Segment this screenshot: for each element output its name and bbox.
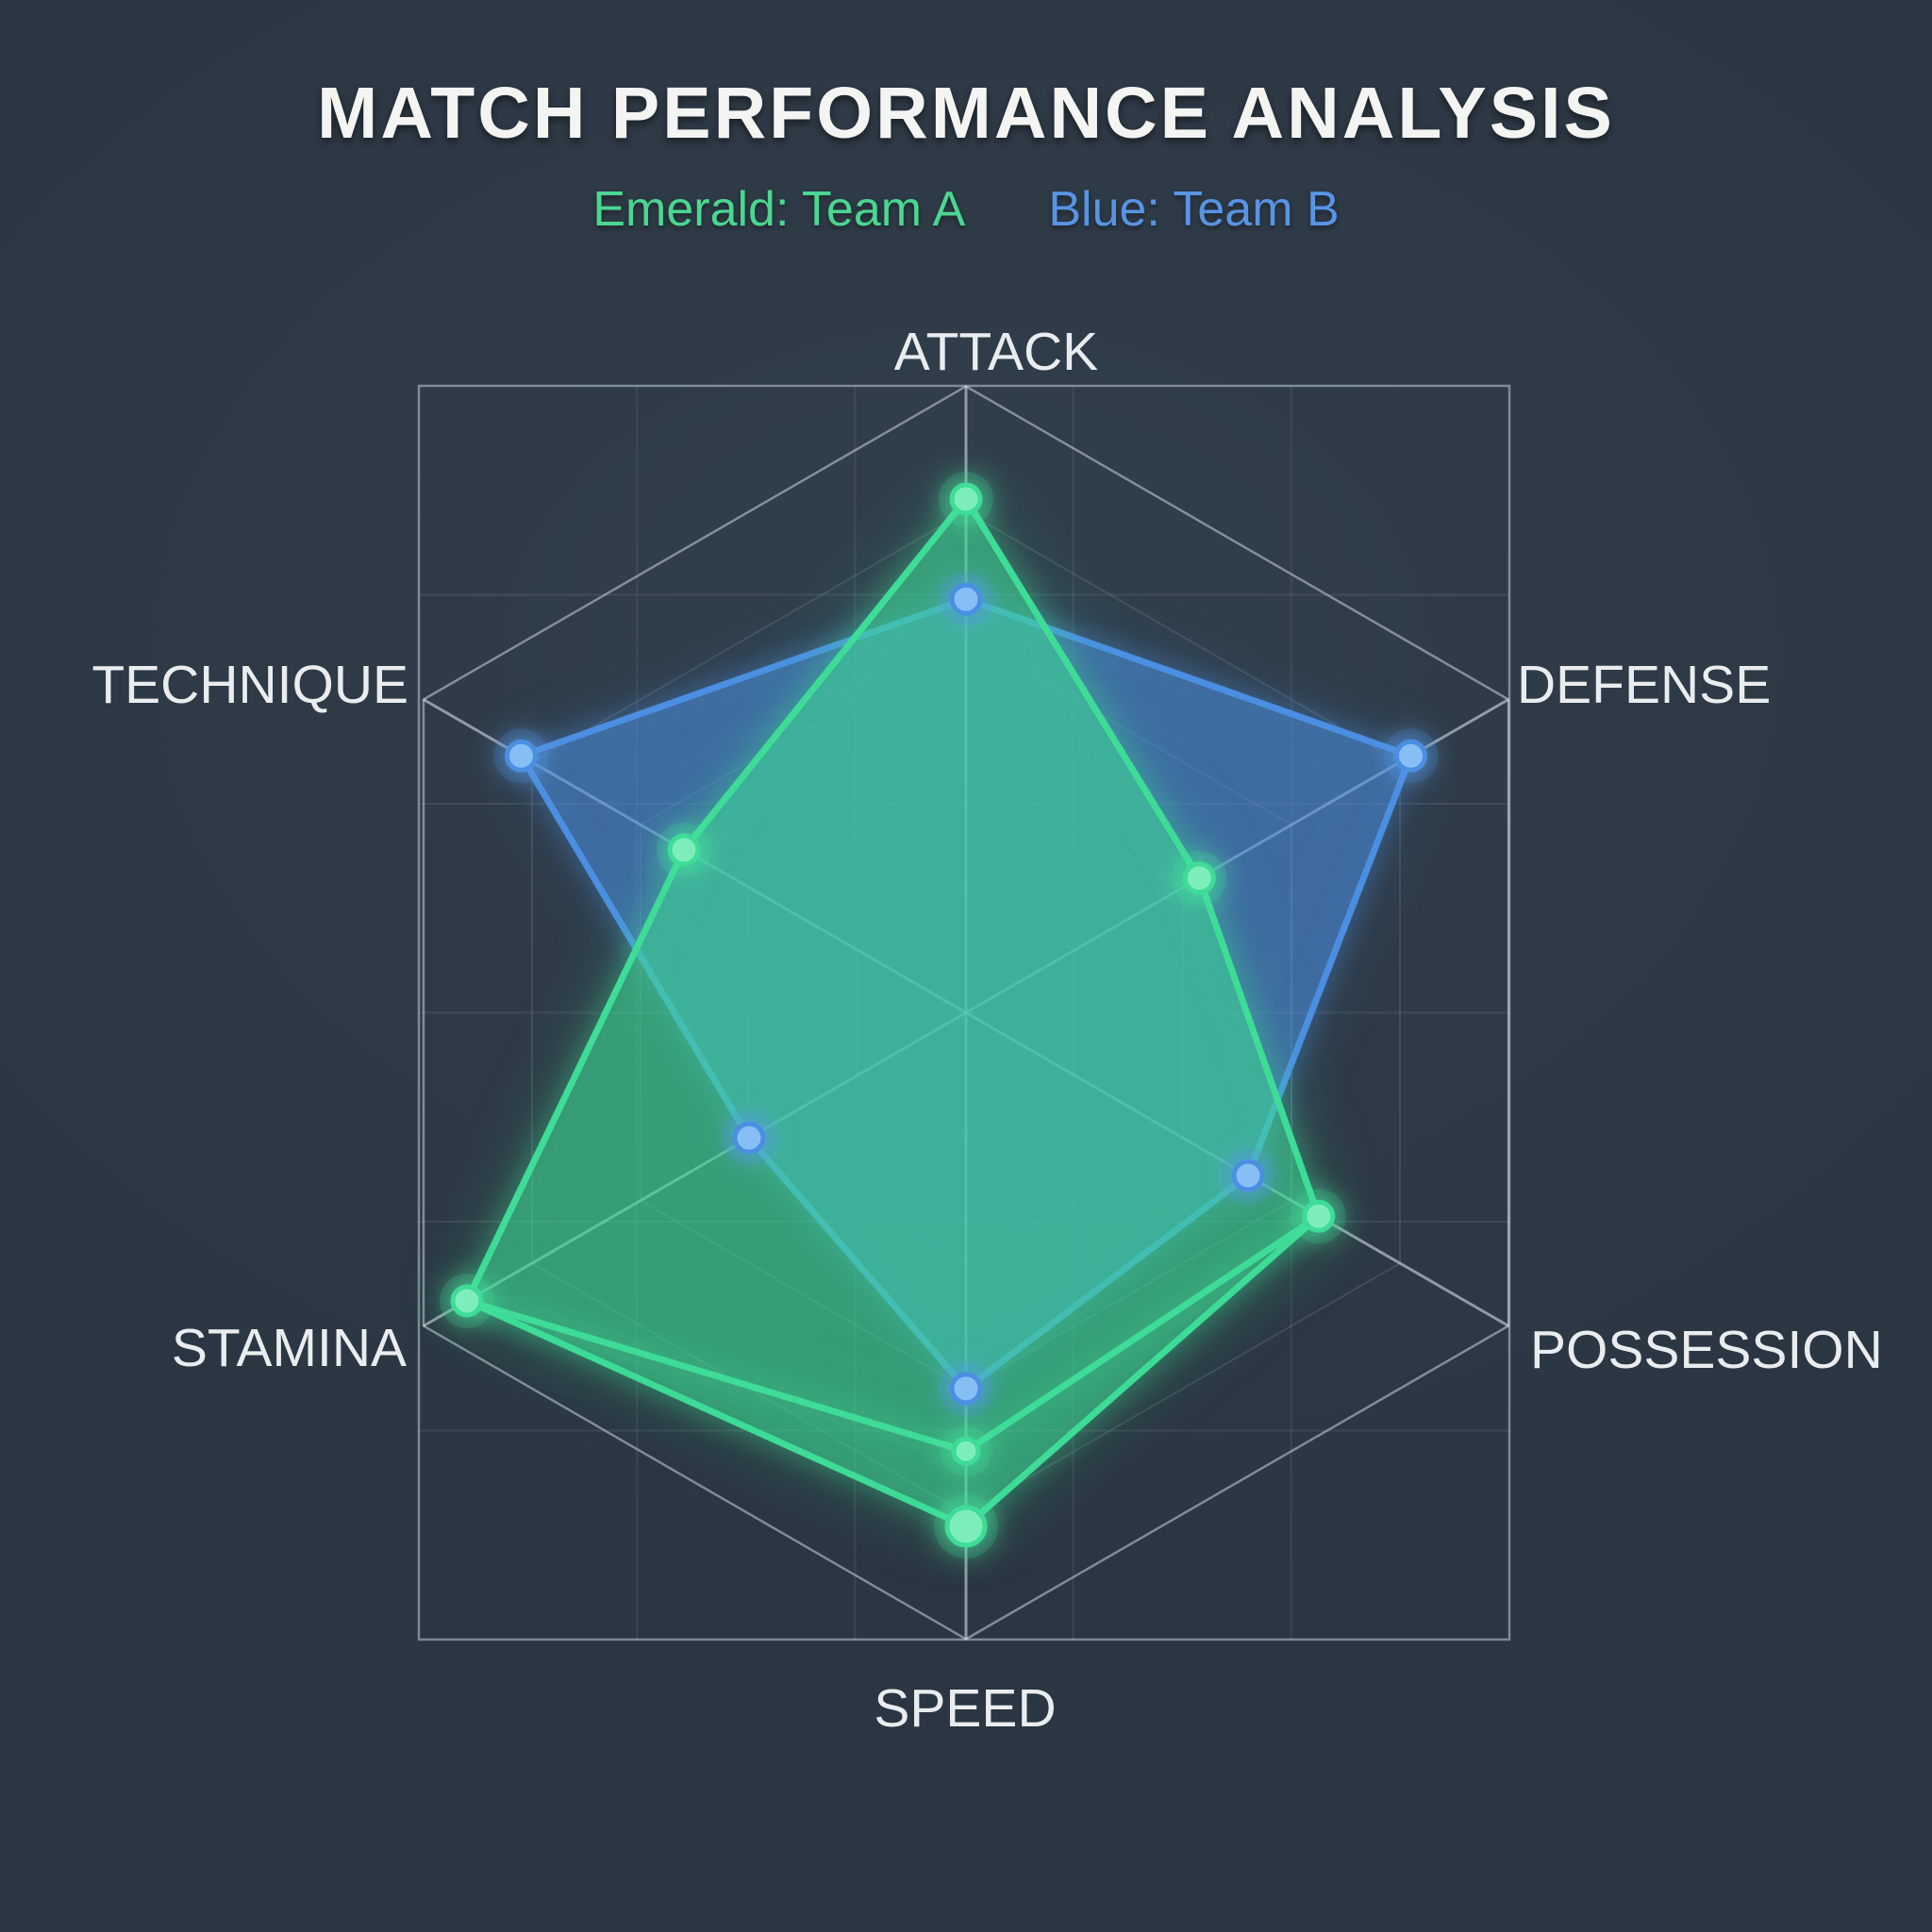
axis-label-speed: SPEED	[874, 1678, 1056, 1739]
legend-item-team-a: Emerald: Team A	[592, 182, 966, 237]
axis-label-defense: DEFENSE	[1517, 655, 1771, 715]
legend-item-team-b: Blue: Team B	[1048, 182, 1340, 237]
chart-legend: Emerald: Team A Blue: Team B	[0, 181, 1932, 238]
radar-axis-labels: ATTACK DEFENSE POSSESSION SPEED STAMINA TECHN…	[92, 322, 1882, 1739]
radar-data-points	[439, 472, 1439, 1558]
axis-label-technique: TECHNIQUE	[92, 655, 408, 715]
page-title: MATCH PERFORMANCE ANALYSIS	[317, 73, 1615, 154]
axis-label-attack: ATTACK	[894, 322, 1098, 382]
axis-label-stamina: STAMINA	[172, 1318, 407, 1378]
radar-series	[463, 495, 1415, 1530]
axis-label-possession: POSSESSION	[1530, 1320, 1883, 1380]
